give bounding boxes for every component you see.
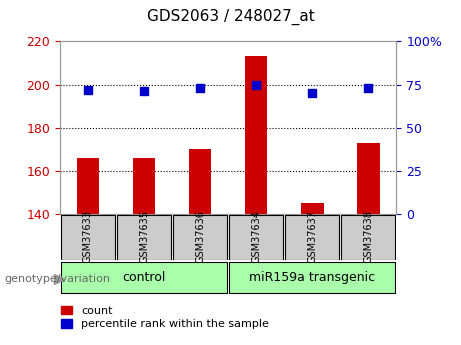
Bar [245, 57, 267, 214]
Bar [77, 158, 99, 214]
Bar [133, 158, 155, 214]
Bar [301, 203, 324, 214]
Text: GSM37637: GSM37637 [307, 210, 317, 263]
Bar [189, 149, 211, 214]
Text: GSM37636: GSM37636 [195, 210, 205, 263]
Point [140, 89, 148, 94]
Point [196, 85, 204, 91]
Point [84, 87, 92, 92]
FancyBboxPatch shape [61, 262, 227, 293]
Point [253, 82, 260, 87]
Bar [357, 143, 379, 214]
Text: GSM37635: GSM37635 [139, 210, 149, 263]
Text: GSM37638: GSM37638 [363, 210, 373, 263]
Text: genotype/variation: genotype/variation [5, 275, 111, 284]
FancyBboxPatch shape [173, 215, 227, 259]
Point [309, 90, 316, 96]
FancyBboxPatch shape [342, 215, 396, 259]
FancyBboxPatch shape [61, 215, 115, 259]
FancyBboxPatch shape [285, 215, 339, 259]
Text: GSM37634: GSM37634 [251, 210, 261, 263]
Text: GDS2063 / 248027_at: GDS2063 / 248027_at [147, 9, 314, 25]
Text: miR159a transgenic: miR159a transgenic [249, 271, 375, 284]
FancyBboxPatch shape [229, 215, 283, 259]
Text: control: control [122, 271, 166, 284]
Point [365, 85, 372, 91]
FancyBboxPatch shape [229, 262, 396, 293]
FancyBboxPatch shape [117, 215, 171, 259]
Legend: count, percentile rank within the sample: count, percentile rank within the sample [61, 306, 269, 329]
Text: GSM37633: GSM37633 [83, 210, 93, 263]
